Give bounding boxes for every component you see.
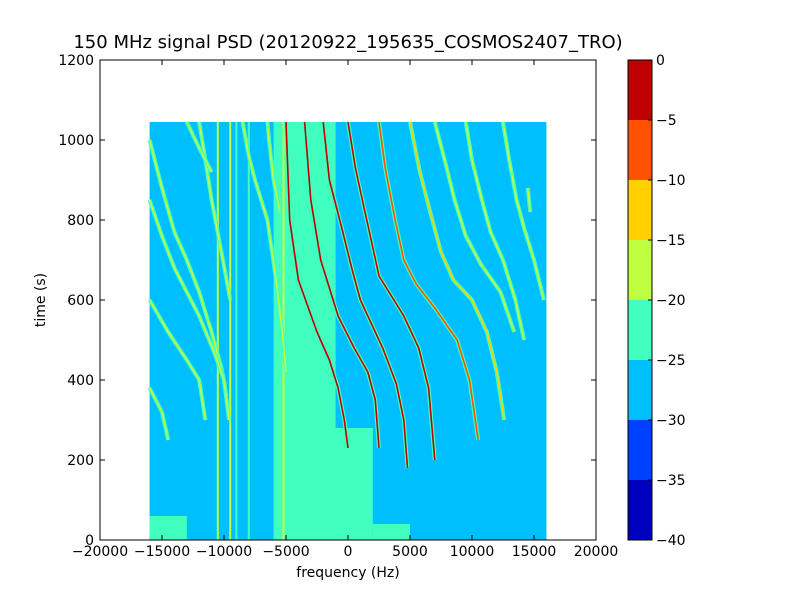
psd-trace [148,199,230,421]
colorbar-tick-label: −15 [656,233,686,249]
psd-trace [198,121,231,301]
psd-trace [303,121,380,449]
colorbar-tick-label: −40 [656,533,686,549]
x-tick-label: −10000 [196,544,252,560]
y-tick-label: 200 [67,453,94,469]
psd-trace [378,121,479,441]
psd-trace [409,121,505,421]
y-tick-label: 800 [67,213,94,229]
psd-trace [502,121,545,301]
x-tick-label: 15000 [512,544,557,560]
psd-trace [465,121,525,341]
y-tick-label: 400 [67,373,94,389]
colorbar-tick-label: −10 [656,173,686,189]
psd-trace [347,121,436,461]
psd-trace [266,121,281,213]
x-tick-label: 10000 [450,544,495,560]
colorbar-band [628,240,652,300]
colorbar-tick-label: −25 [656,353,686,369]
colorbar-band [628,180,652,240]
colorbar-band [628,60,652,120]
colorbar-tick-label: −20 [656,293,686,309]
colorbar-tick-label: −35 [656,473,686,489]
colorbar-band [628,360,652,420]
psd-trace [148,299,207,421]
x-tick-label: −15000 [134,544,190,560]
chart-title: 150 MHz signal PSD (20120922_195635_COSM… [73,32,622,53]
psd-region [149,516,187,540]
psd-region [372,524,410,540]
psd-trace [148,387,169,441]
psd-trace [527,187,532,213]
y-tick-label: 600 [67,293,94,309]
psd-trace [322,121,409,469]
psd-trace [241,121,287,373]
x-tick-label: −5000 [262,544,309,560]
colorbar-ticks: 0 −5 −10 −15 −20 −25 −30 −35 −40 [648,53,686,549]
colorbar: 0 −5 −10 −15 −20 −25 −30 −35 −40 [627,53,686,549]
colorbar-band [628,120,652,180]
colorbar-band [628,480,652,540]
x-tick-label: 20000 [574,544,619,560]
psd-trace [186,121,213,173]
colorbar-tick-label: 0 [656,53,665,69]
x-tick-label: 5000 [392,544,428,560]
x-axis: −20000 −15000 −10000 −5000 0 5000 10000 15000 20… [72,60,618,560]
colorbar-tick-label: −30 [656,413,686,429]
y-axis-label: time (s) [33,273,49,327]
x-axis-label: frequency (Hz) [296,565,399,581]
heatmap-plot: −20000 −15000 −10000 −5000 0 5000 10000 15000 20… [58,53,618,560]
y-tick-label: 1200 [58,53,94,69]
colorbar-band [628,300,652,360]
y-axis: 0 200 400 600 800 1000 1200 [58,53,596,549]
colorbar-tick-label: −5 [656,113,677,129]
psd-trace [285,121,349,449]
y-tick-label: 0 [85,533,94,549]
psd-trace [148,139,228,397]
colorbar-band [628,420,652,480]
x-tick-label: 0 [344,544,353,560]
x-tick-label: −20000 [72,544,128,560]
psd-trace [434,121,515,333]
y-tick-label: 1000 [58,133,94,149]
